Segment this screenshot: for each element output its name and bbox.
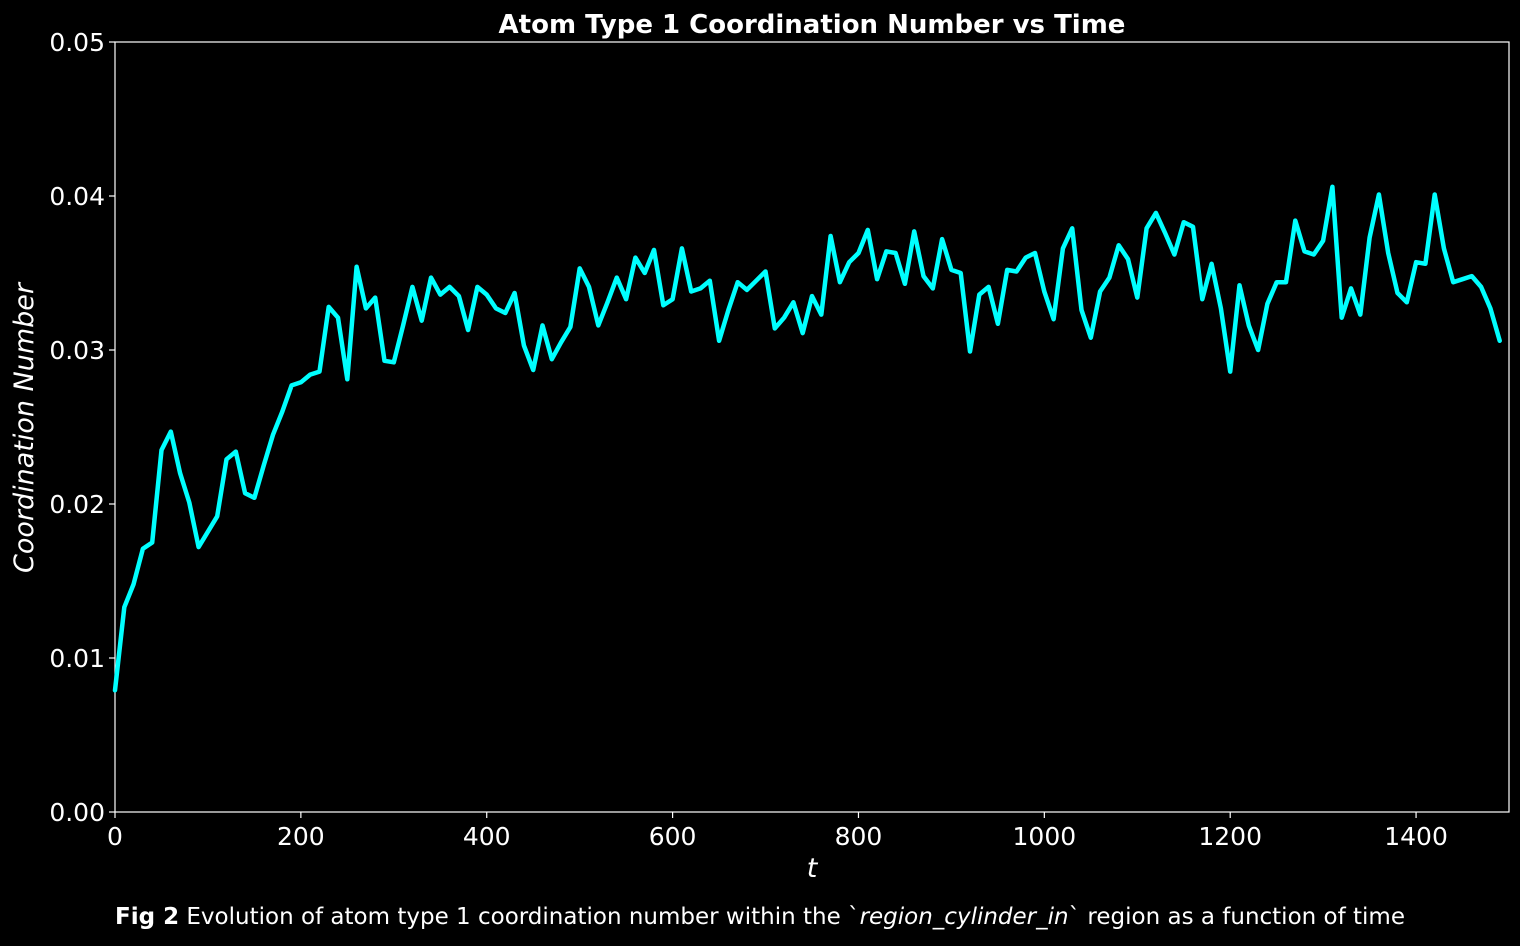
y-tick-label: 0.04 — [49, 182, 105, 211]
y-tick-label: 0.03 — [49, 336, 105, 365]
x-tick-label: 400 — [463, 822, 511, 851]
x-tick-label: 800 — [835, 822, 883, 851]
figure-caption: Fig 2 Evolution of atom type 1 coordinat… — [0, 904, 1520, 930]
x-tick-label: 1000 — [1013, 822, 1077, 851]
y-tick-label: 0.02 — [49, 490, 105, 519]
y-tick-label: 0.01 — [49, 644, 105, 673]
x-tick-label: 1200 — [1198, 822, 1262, 851]
series-line — [112, 184, 1502, 693]
chart-title: Atom Type 1 Coordination Number vs Time — [499, 10, 1126, 40]
caption-region-name: region_cylinder_in — [859, 904, 1069, 930]
x-axis-ticks: 0 200 400 600 800 1000 1200 1400 — [107, 812, 1448, 851]
caption-text-after: ` region as a function of time — [1068, 904, 1405, 930]
plot-frame — [114, 41, 1510, 813]
caption-text-before: Evolution of atom type 1 coordination nu… — [179, 904, 860, 930]
x-tick-label: 1400 — [1384, 822, 1448, 851]
x-tick-label: 0 — [107, 822, 123, 851]
y-axis-ticks: 0.00 0.01 0.02 0.03 0.04 0.05 — [49, 28, 115, 827]
x-tick-label: 600 — [649, 822, 697, 851]
y-axis-label: Coordination Number — [9, 281, 40, 573]
y-tick-label: 0.05 — [49, 28, 105, 57]
x-tick-label: 200 — [277, 822, 325, 851]
caption-fig-label: Fig 2 — [115, 904, 180, 930]
y-tick-label: 0.00 — [49, 798, 105, 827]
x-axis-label: t — [807, 853, 819, 884]
